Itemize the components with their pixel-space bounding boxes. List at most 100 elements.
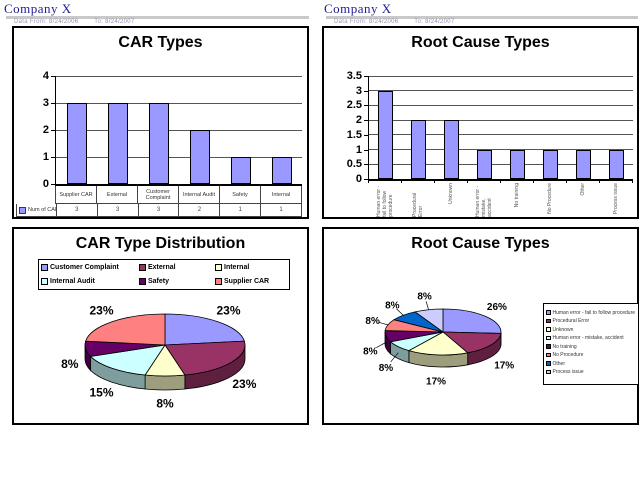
category-row: Supplier CAR External Customer Complaint In… [55,186,302,204]
pie-label-leader-line [378,321,388,326]
grid-line [369,104,633,106]
legend-item: Customer Complaint [41,262,139,274]
legend-label: Internal [224,264,250,272]
legend-item: Procedural Error [546,318,636,324]
panel-root-cause-pie: Root Cause Types 26% 17% 17% 8% 8% 8% 8% 8% Hum… [322,227,639,425]
series-legend-label: Num of CARs [28,207,56,213]
root-cause-pie-chart: 26% 17% 17% 8% 8% 8% 8% 8% [324,229,637,423]
legend-swatch [41,277,48,285]
legend-label: Human error - mistake, accident [552,335,624,341]
pie-slice [85,313,166,346]
bar [477,149,492,179]
pie-label-leader-line [396,308,404,316]
x-axis-tick [434,179,435,183]
legend-label: Human error - fail to follow procedure [552,309,636,316]
pie-percent-label: 8% [365,316,380,327]
legend-label: Procedural Error [552,318,590,324]
date-range-right: Data From: 8/24/2006 To: 8/24/2007 [334,19,469,25]
data-table-value: 2 [178,204,219,216]
date-to-label: To: [414,19,424,25]
legend-item: Unknown [546,327,636,333]
bar [576,149,591,179]
x-axis-tick [566,179,567,183]
legend-item: Supplier CAR [215,276,287,288]
chart-title-root-cause-pie: Root Cause Types [411,235,550,252]
legend-swatch [546,335,551,341]
series-legend-cell: Num of CARs [17,204,56,216]
y-axis-tick [51,184,55,185]
y-axis-tick-label: 3 [355,84,362,97]
pie-percent-label: 8% [379,363,394,374]
y-axis-tick [364,105,368,107]
legend-item: No Procedure [546,352,636,358]
legend-label: Other [552,360,566,367]
x-axis-label: Other [566,183,599,219]
legend-item: No training [546,344,636,350]
x-axis-label-text: Other [579,183,586,196]
y-axis-tick-label: 4 [42,70,49,82]
bar [271,157,292,184]
chart-title-car-types: CAR Types [118,34,203,51]
car-types-bar-chart: 0 1 2 3 4 Supplier CAR External Customer Compla… [14,28,307,217]
bar [189,130,210,184]
car-distribution-legend: Customer Complaint External Internal Intern… [38,259,290,290]
category-cell: Internal [260,186,301,203]
bar-plot-area [55,75,302,186]
y-axis-tick [51,76,55,77]
series-legend-swatch [19,206,26,214]
legend-swatch [139,277,146,285]
pie-percent-label: 17% [426,376,446,387]
pie-slice [89,344,166,376]
x-axis-tick [500,179,501,183]
car-distribution-pie-svg: 23% 23% 8% 15% 8% 23% [61,304,257,411]
y-axis-tick [51,130,55,131]
bar [66,103,87,184]
x-axis-tick [632,179,633,183]
bar-plot-area [368,75,633,181]
legend-label: Unknown [552,326,574,333]
x-axis-label-text: No training [513,183,520,208]
y-axis-tick-label: 2 [355,114,362,127]
legend-label: Supplier CAR [224,277,270,285]
y-axis-tick-label: 0.5 [346,158,362,171]
root-cause-legend: Human error - fail to follow procedure Pr… [543,303,639,385]
legend-label: No training [552,343,577,350]
pie-percent-label: 23% [89,304,113,318]
data-table-value: 1 [260,204,301,216]
x-axis-label: Process issue [599,183,632,219]
y-axis-tick-label: 2.5 [346,99,362,112]
grid-line [369,75,633,77]
x-axis-label-text: Human error - fail to follow procedure [375,185,394,217]
chart-title-car-distribution: CAR Type Distribution [75,235,246,252]
x-axis-label-text: Procedural Error [411,192,424,217]
grid-line [56,75,302,77]
legend-swatch [215,277,222,285]
data-table-value: 3 [55,204,97,216]
date-from-value: 8/24/2006 [48,19,79,25]
legend-swatch [546,352,551,358]
category-cell: External [96,186,137,203]
pie-slice-side [144,374,186,391]
header-divider-left [6,16,309,19]
legend-swatch [546,344,551,349]
legend-swatch [546,327,551,332]
bar [543,149,558,179]
grid-line [56,102,302,104]
pie-slice [164,340,246,376]
panel-car-type-distribution-pie: CAR Type Distribution Customer Complaint… [12,227,309,425]
bar [230,157,251,184]
y-axis-tick [364,179,368,180]
legend-swatch [215,264,222,272]
x-axis-labels: Human error - fail to follow procedure Pr… [368,183,632,219]
pie-slice [441,331,502,354]
bar [107,103,128,184]
grid-line [369,149,633,151]
pie-slice [414,308,444,333]
y-axis-tick [364,134,368,136]
legend-item: Safety [139,276,215,288]
date-from-value: 8/24/2006 [368,19,399,25]
y-axis-tick [51,157,55,158]
bar [411,120,426,179]
x-axis-tick [467,179,468,183]
pie-label-leader-line [376,342,387,348]
